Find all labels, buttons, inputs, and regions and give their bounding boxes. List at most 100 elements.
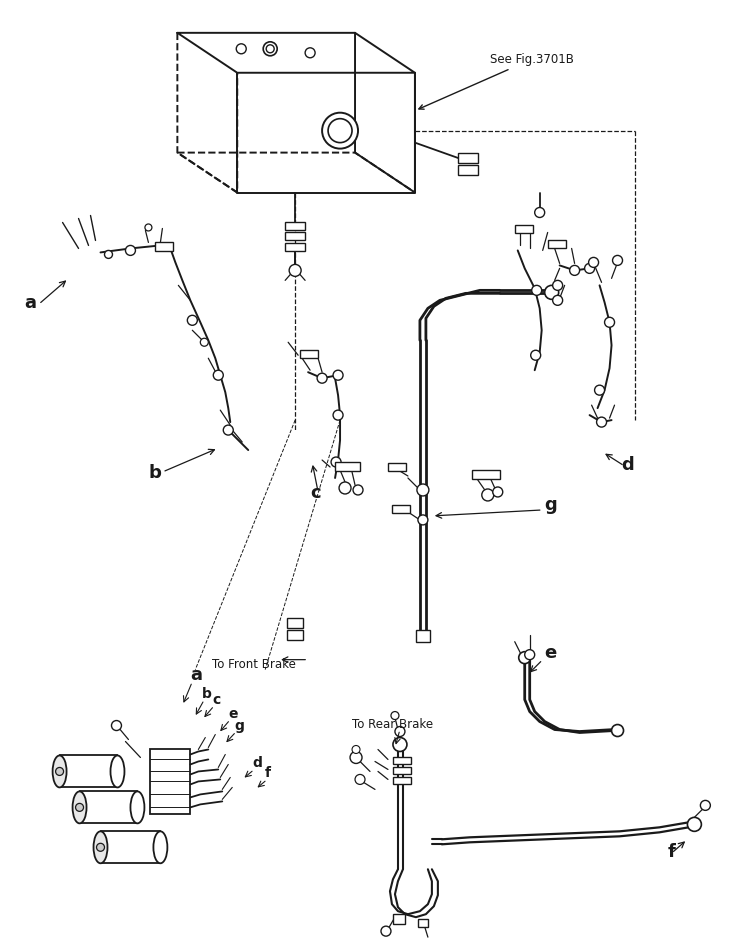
Circle shape xyxy=(585,264,594,273)
Ellipse shape xyxy=(53,756,67,787)
Circle shape xyxy=(111,721,122,730)
Ellipse shape xyxy=(154,831,168,863)
Text: e: e xyxy=(229,706,237,721)
Circle shape xyxy=(519,652,531,664)
Text: c: c xyxy=(212,692,220,706)
Circle shape xyxy=(594,386,605,395)
Circle shape xyxy=(105,250,113,258)
Circle shape xyxy=(289,265,301,276)
FancyBboxPatch shape xyxy=(79,791,137,823)
Circle shape xyxy=(391,711,399,720)
Circle shape xyxy=(493,487,503,497)
Circle shape xyxy=(76,803,84,811)
FancyBboxPatch shape xyxy=(393,778,411,784)
Circle shape xyxy=(353,485,363,495)
FancyBboxPatch shape xyxy=(515,226,533,233)
Circle shape xyxy=(611,724,623,737)
Text: a: a xyxy=(24,294,36,312)
Circle shape xyxy=(525,649,535,660)
Circle shape xyxy=(236,44,246,54)
Circle shape xyxy=(317,373,327,383)
Circle shape xyxy=(482,489,493,501)
FancyBboxPatch shape xyxy=(416,629,430,642)
FancyBboxPatch shape xyxy=(287,629,303,640)
Text: d: d xyxy=(252,757,262,770)
FancyBboxPatch shape xyxy=(151,749,191,814)
Circle shape xyxy=(393,738,407,751)
Ellipse shape xyxy=(93,831,108,863)
FancyBboxPatch shape xyxy=(285,223,305,230)
Text: c: c xyxy=(310,484,321,502)
Circle shape xyxy=(305,48,315,58)
Text: g: g xyxy=(234,719,244,732)
Circle shape xyxy=(535,208,545,217)
Circle shape xyxy=(125,246,136,255)
FancyBboxPatch shape xyxy=(458,165,478,174)
Circle shape xyxy=(322,112,358,149)
FancyBboxPatch shape xyxy=(418,920,428,927)
Text: b: b xyxy=(203,686,212,701)
Circle shape xyxy=(187,315,197,326)
Circle shape xyxy=(328,119,352,143)
Text: d: d xyxy=(622,456,634,474)
Text: g: g xyxy=(545,496,557,514)
FancyBboxPatch shape xyxy=(287,618,303,627)
Circle shape xyxy=(96,843,105,851)
Circle shape xyxy=(333,370,343,380)
Text: f: f xyxy=(668,843,675,862)
FancyBboxPatch shape xyxy=(300,350,318,358)
Ellipse shape xyxy=(131,791,145,823)
FancyBboxPatch shape xyxy=(393,767,411,774)
Text: To Front Brake: To Front Brake xyxy=(212,658,296,670)
Circle shape xyxy=(553,281,562,290)
Circle shape xyxy=(553,295,562,306)
Ellipse shape xyxy=(111,756,125,787)
Circle shape xyxy=(570,266,580,275)
Circle shape xyxy=(223,426,233,435)
Circle shape xyxy=(395,726,405,737)
FancyBboxPatch shape xyxy=(59,756,117,787)
Circle shape xyxy=(531,350,541,360)
Text: See Fig.3701B: See Fig.3701B xyxy=(419,52,574,109)
FancyBboxPatch shape xyxy=(393,758,411,764)
Circle shape xyxy=(588,257,599,268)
Circle shape xyxy=(417,484,429,496)
Text: a: a xyxy=(191,665,203,684)
Circle shape xyxy=(605,317,614,327)
FancyBboxPatch shape xyxy=(548,241,565,248)
Circle shape xyxy=(339,482,351,494)
FancyBboxPatch shape xyxy=(472,470,500,479)
Text: e: e xyxy=(545,644,557,662)
Circle shape xyxy=(597,417,606,427)
FancyBboxPatch shape xyxy=(155,243,174,251)
FancyBboxPatch shape xyxy=(388,463,406,471)
FancyBboxPatch shape xyxy=(285,232,305,241)
FancyBboxPatch shape xyxy=(285,244,305,251)
Circle shape xyxy=(418,515,428,525)
FancyBboxPatch shape xyxy=(458,152,478,163)
Circle shape xyxy=(145,224,152,231)
FancyBboxPatch shape xyxy=(392,505,410,513)
Circle shape xyxy=(213,370,223,380)
Circle shape xyxy=(381,926,391,936)
Circle shape xyxy=(532,286,542,295)
FancyBboxPatch shape xyxy=(335,462,360,471)
Circle shape xyxy=(355,774,365,784)
Circle shape xyxy=(200,338,209,347)
Circle shape xyxy=(687,818,701,831)
Circle shape xyxy=(266,45,275,52)
Circle shape xyxy=(333,410,343,420)
Circle shape xyxy=(263,42,278,56)
Circle shape xyxy=(700,801,710,810)
Ellipse shape xyxy=(73,791,87,823)
Circle shape xyxy=(350,751,362,764)
Circle shape xyxy=(613,255,623,266)
Circle shape xyxy=(331,457,341,467)
Text: To Rear Brake: To Rear Brake xyxy=(352,718,433,730)
FancyBboxPatch shape xyxy=(100,831,160,863)
FancyBboxPatch shape xyxy=(393,914,405,924)
Text: b: b xyxy=(148,464,161,482)
Circle shape xyxy=(56,767,64,776)
Text: f: f xyxy=(265,766,271,781)
Circle shape xyxy=(352,745,360,753)
